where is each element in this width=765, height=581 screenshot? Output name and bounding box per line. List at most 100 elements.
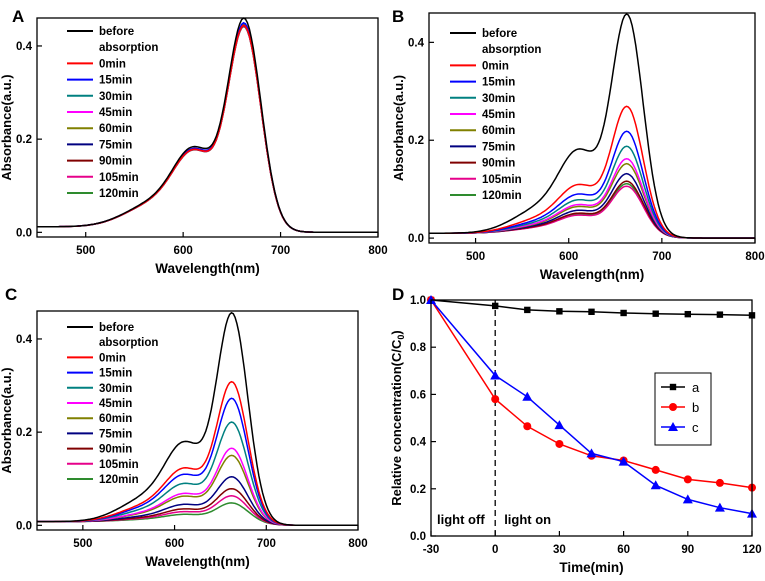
y-tick-label: 0.6 — [410, 389, 426, 401]
legend-label: 105min — [99, 172, 139, 184]
y-axis-label: Absorbance(a.u.) — [0, 74, 14, 180]
data-point — [715, 478, 724, 487]
legend-label: 0min — [482, 60, 509, 72]
series-line — [429, 185, 755, 239]
legend-label: 15min — [99, 75, 132, 87]
legend-label: b — [692, 400, 699, 415]
legend-label: 15min — [99, 368, 132, 380]
legend-label: 60min — [99, 123, 132, 135]
plot-frame — [36, 17, 379, 238]
annotation-light-off: light off — [437, 512, 485, 527]
legend-label: 75min — [99, 428, 132, 440]
data-point — [490, 370, 501, 380]
legend-marker — [668, 422, 678, 431]
x-tick-label: -30 — [423, 544, 440, 556]
legend-label: 45min — [99, 107, 132, 119]
legend-label: c — [692, 420, 699, 435]
y-axis-label: Absorbance(a.u.) — [391, 75, 406, 181]
legend-label: a — [692, 380, 700, 395]
x-tick-label: 800 — [368, 245, 387, 257]
legend-label: 90min — [482, 158, 515, 170]
x-tick-label: 800 — [745, 251, 764, 263]
legend-label: 120min — [99, 474, 139, 486]
legend-label: 60min — [482, 125, 515, 137]
data-point — [618, 456, 629, 466]
y-tick-label: 0.0 — [16, 520, 32, 532]
data-point — [651, 465, 660, 474]
x-tick-label: 60 — [617, 544, 630, 556]
series-line — [429, 145, 755, 239]
data-point — [716, 311, 724, 318]
legend-label: 30min — [99, 91, 132, 103]
y-tick-label: 0.4 — [16, 41, 33, 53]
x-tick-label: 600 — [559, 251, 578, 263]
data-point — [556, 308, 563, 315]
x-axis-label: Wavelength(nm) — [540, 267, 645, 282]
x-tick-label: 800 — [348, 538, 367, 550]
data-point — [492, 302, 499, 310]
data-point — [683, 475, 692, 484]
legend-marker — [669, 383, 677, 391]
legend-label: 120min — [482, 190, 522, 202]
legend-label: absorption — [99, 42, 158, 54]
x-tick-label: 600 — [165, 538, 184, 550]
legend-label: absorption — [99, 337, 158, 349]
chart-panel-c: C 500 600 700 800 0.0 0.2 0.4 Wavelength(nm) Abso… — [0, 285, 368, 569]
chart-panel-b: B 500 600 700 800 0.0 0.2 0.4 Wavelength(nm) Abso… — [391, 7, 765, 282]
chart-panel-d: D -30 0 30 60 90 120 0.0 0.2 0.4 0.6 0.8 1.0 Time(min… — [389, 285, 762, 575]
legend-label: 90min — [99, 444, 132, 456]
panel-label: D — [392, 285, 404, 304]
series-line — [429, 158, 755, 239]
series-line — [429, 172, 755, 239]
legend-label: 105min — [99, 459, 139, 471]
legend-label: 45min — [99, 398, 132, 410]
data-point — [522, 391, 533, 401]
legend-label: 120min — [99, 188, 139, 200]
series-line — [430, 299, 753, 515]
panel-label: C — [5, 285, 17, 304]
plot-frame — [36, 310, 359, 531]
y-tick-label: 0.0 — [408, 233, 424, 245]
legend-label: before — [99, 322, 134, 334]
x-axis-label: Wavelength(nm) — [145, 554, 250, 569]
data-point — [491, 395, 500, 404]
data-point — [555, 439, 564, 448]
legend-label: 0min — [99, 352, 126, 364]
legend-label: before — [482, 28, 517, 40]
y-tick-label: 0.0 — [410, 531, 426, 543]
x-tick-label: 0 — [492, 544, 498, 556]
legend-marker — [669, 403, 677, 411]
x-tick-label: 90 — [681, 544, 694, 556]
legend-label: 30min — [99, 383, 132, 395]
legend-label: before — [99, 26, 134, 38]
x-axis-label: Time(min) — [559, 560, 623, 575]
y-tick-label: 0.4 — [410, 437, 427, 449]
data-point — [684, 310, 691, 318]
data-point — [523, 422, 532, 431]
legend-label: 105min — [482, 174, 522, 186]
data-point — [524, 306, 531, 314]
series-line — [429, 180, 755, 239]
y-tick-label: 0.2 — [16, 134, 32, 146]
legend-label: 90min — [99, 156, 132, 168]
legend-label: 30min — [482, 93, 515, 105]
legend-box — [654, 372, 712, 446]
y-tick-label: 0.8 — [410, 342, 427, 354]
y-tick-label: 0.4 — [408, 37, 425, 49]
data-point — [588, 308, 595, 315]
data-point — [650, 480, 661, 490]
x-tick-label: 700 — [257, 538, 276, 550]
x-tick-label: 700 — [652, 251, 671, 263]
x-tick-label: 700 — [271, 245, 290, 257]
data-point — [586, 448, 597, 458]
data-point — [682, 494, 693, 504]
annotation-light-on: light on — [504, 512, 551, 527]
legend-label: absorption — [482, 44, 541, 56]
data-point — [620, 309, 627, 317]
series-line — [429, 105, 755, 239]
legend-label: 75min — [99, 139, 132, 151]
panel-label: B — [392, 7, 404, 26]
data-point — [652, 310, 659, 317]
chart-panel-a: A 500 600 700 800 0.0 0.2 0.4 Wavelength(nm) Abso… — [0, 7, 388, 276]
